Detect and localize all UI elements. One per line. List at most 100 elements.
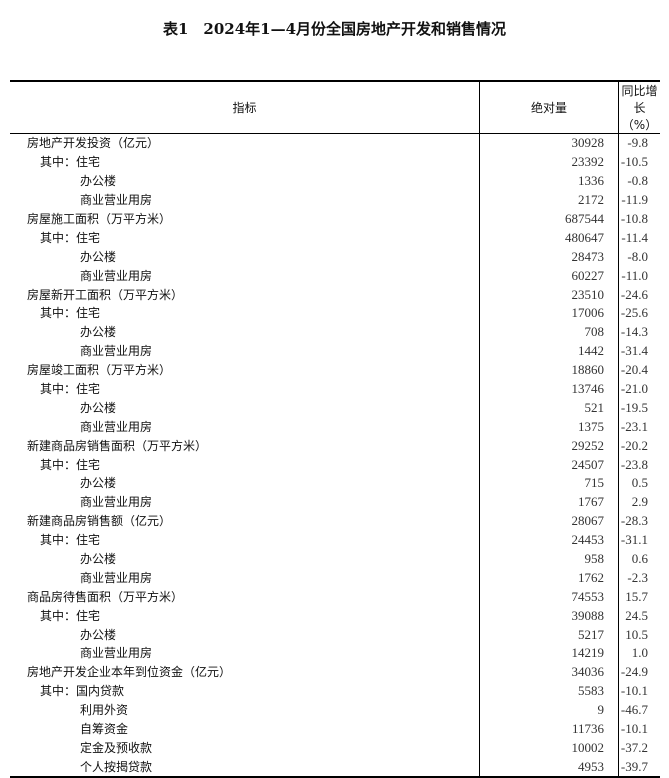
absolute-cell: 708 [479,322,619,342]
yoy-cell: 0.6 [618,549,660,569]
yoy-cell: -24.9 [618,662,660,682]
indicator-cell: 商业营业用房 [80,419,153,434]
yoy-cell: -20.4 [618,360,660,380]
yoy-cell: 10.5 [618,625,660,645]
indicator-cell: 商业营业用房 [80,193,153,208]
table-row: 其中：住宅 24507 -23.8 [10,455,660,475]
yoy-cell: -10.5 [618,152,660,172]
indicator-cell: 办公楼 [80,325,117,340]
table-row: 办公楼 521 -19.5 [10,398,660,418]
header-absolute: 绝对量 [479,81,619,134]
table-row: 商业营业用房 60227 -11.0 [10,266,660,286]
yoy-cell: 15.7 [618,587,660,607]
absolute-cell: 28473 [479,247,619,267]
absolute-cell: 1442 [479,341,619,361]
table-row: 商业营业用房 2172 -11.9 [10,190,660,210]
yoy-cell: -10.1 [618,719,660,739]
yoy-cell: -23.8 [618,455,660,475]
yoy-cell: 24.5 [618,606,660,626]
indicator-cell: 新建商品房销售面积（万平方米） [27,438,208,453]
absolute-cell: 2172 [479,190,619,210]
yoy-cell: -25.6 [618,304,660,323]
table-row: 新建商品房销售额（亿元） 28067 -28.3 [10,511,660,531]
table-row: 办公楼 708 -14.3 [10,322,660,342]
indicator-cell: 商业营业用房 [80,268,153,283]
absolute-cell: 23510 [479,285,619,305]
yoy-cell: -37.2 [618,738,660,758]
absolute-cell: 1375 [479,417,619,437]
yoy-cell: -28.3 [618,511,660,531]
yoy-cell: -14.3 [618,322,660,342]
absolute-cell: 18860 [479,360,619,380]
indicator-cell: 办公楼 [80,400,117,415]
indicator-cell: 商业营业用房 [80,495,153,510]
table-row: 其中：住宅 24453 -31.1 [10,530,660,550]
header-row: 指标 绝对量 同比增长（%） [10,81,660,134]
table-row: 其中：住宅 480647 -11.4 [10,228,660,248]
table-row: 其中：住宅 17006 -25.6 [10,304,660,323]
indicator-cell: 房地产开发企业本年到位资金（亿元） [27,665,232,680]
absolute-cell: 24507 [479,455,619,475]
header-indicator: 指标 [10,81,480,134]
absolute-cell: 14219 [479,644,619,663]
absolute-cell: 74553 [479,587,619,607]
indicator-cell: 其中：住宅 [40,230,101,245]
absolute-cell: 715 [479,474,619,493]
yoy-cell: -39.7 [618,757,660,778]
indicator-cell: 办公楼 [80,476,117,491]
absolute-cell: 60227 [479,266,619,286]
table-row: 商业营业用房 1375 -23.1 [10,417,660,437]
table-row: 办公楼 5217 10.5 [10,625,660,645]
yoy-cell: -10.8 [618,209,660,229]
data-table: 指标 绝对量 同比增长（%） 房地产开发投资（亿元） 30928 -9.8 其中：住宅… [10,80,660,778]
indicator-cell: 办公楼 [80,627,117,642]
indicator-cell: 其中：住宅 [40,382,101,397]
absolute-cell: 5583 [479,681,619,701]
yoy-cell: 0.5 [618,474,660,493]
table-row: 个人按揭贷款 4953 -39.7 [10,757,660,778]
indicator-cell: 商业营业用房 [80,344,153,359]
indicator-cell: 商品房待售面积（万平方米） [27,589,184,604]
indicator-cell: 房地产开发投资（亿元） [27,136,160,151]
table-row: 自筹资金 11736 -10.1 [10,719,660,739]
indicator-cell: 其中：住宅 [40,533,101,548]
yoy-cell: -10.1 [618,681,660,701]
indicator-cell: 房屋竣工面积（万平方米） [27,363,172,378]
absolute-cell: 17006 [479,304,619,323]
absolute-cell: 687544 [479,209,619,229]
absolute-cell: 1767 [479,492,619,512]
table-title: 表1 2024年1—4月份全国房地产开发和销售情况 [162,20,507,38]
yoy-cell: -8.0 [618,247,660,267]
yoy-cell: -11.4 [618,228,660,248]
table-row: 办公楼 1336 -0.8 [10,171,660,191]
absolute-cell: 11736 [479,719,619,739]
table-row: 办公楼 958 0.6 [10,549,660,569]
yoy-cell: -11.9 [618,190,660,210]
absolute-cell: 24453 [479,530,619,550]
indicator-cell: 其中：住宅 [40,457,101,472]
absolute-cell: 958 [479,549,619,569]
header-yoy: 同比增长（%） [618,81,660,134]
table-row: 房屋施工面积（万平方米） 687544 -10.8 [10,209,660,229]
yoy-cell: -31.1 [618,530,660,550]
absolute-cell: 480647 [479,228,619,248]
indicator-cell: 个人按揭贷款 [80,759,153,774]
table-row: 房地产开发企业本年到位资金（亿元） 34036 -24.9 [10,662,660,682]
table-row: 房地产开发投资（亿元） 30928 -9.8 [10,133,660,153]
yoy-cell: -0.8 [618,171,660,191]
indicator-cell: 房屋新开工面积（万平方米） [27,287,184,302]
yoy-cell: -9.8 [618,133,660,153]
absolute-cell: 10002 [479,738,619,758]
table-row: 商业营业用房 1762 -2.3 [10,568,660,588]
yoy-cell: -20.2 [618,436,660,456]
absolute-cell: 4953 [479,757,619,778]
indicator-cell: 办公楼 [80,174,117,189]
indicator-cell: 商业营业用房 [80,646,153,661]
absolute-cell: 39088 [479,606,619,626]
absolute-cell: 9 [479,700,619,720]
table-row: 其中：住宅 23392 -10.5 [10,152,660,172]
table-row: 办公楼 715 0.5 [10,474,660,493]
table-row: 商业营业用房 14219 1.0 [10,644,660,663]
table-row: 其中：国内贷款 5583 -10.1 [10,681,660,701]
table-row: 定金及预收款 10002 -37.2 [10,738,660,758]
